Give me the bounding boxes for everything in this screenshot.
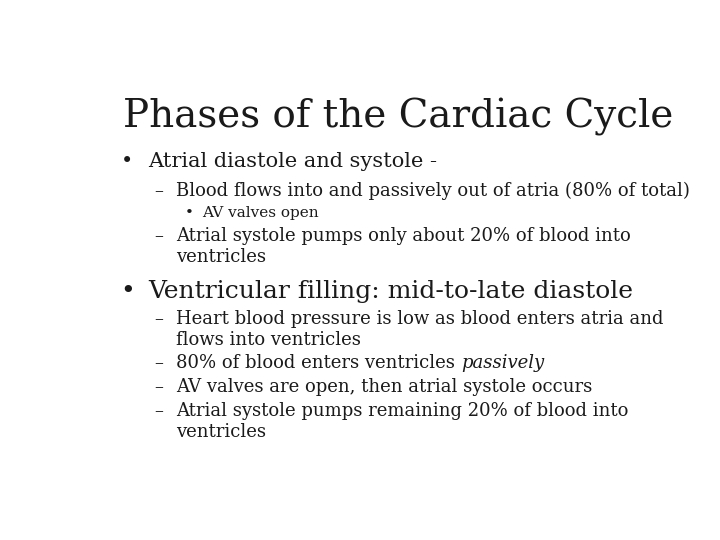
Text: Blood flows into and passively out of atria (80% of total): Blood flows into and passively out of at… <box>176 182 690 200</box>
Text: –: – <box>154 354 163 372</box>
Text: Atrial diastole and systole -: Atrial diastole and systole - <box>148 152 438 171</box>
Text: passively: passively <box>461 354 544 372</box>
Text: Heart blood pressure is low as blood enters atria and
flows into ventricles: Heart blood pressure is low as blood ent… <box>176 310 664 349</box>
Text: •: • <box>121 280 135 303</box>
Text: AV valves open: AV valves open <box>202 206 318 220</box>
Text: 80% of blood enters ventricles: 80% of blood enters ventricles <box>176 354 461 372</box>
Text: Phases of the Cardiac Cycle: Phases of the Cardiac Cycle <box>124 98 674 136</box>
Text: –: – <box>154 379 163 396</box>
Text: AV valves are open, then atrial systole occurs: AV valves are open, then atrial systole … <box>176 379 593 396</box>
Text: –: – <box>154 182 163 200</box>
Text: –: – <box>154 310 163 328</box>
Text: Ventricular filling: mid-to-late diastole: Ventricular filling: mid-to-late diastol… <box>148 280 634 303</box>
Text: •: • <box>121 152 133 171</box>
Text: Atrial systole pumps remaining 20% of blood into
ventricles: Atrial systole pumps remaining 20% of bl… <box>176 402 629 441</box>
Text: Atrial systole pumps only about 20% of blood into
ventricles: Atrial systole pumps only about 20% of b… <box>176 227 631 266</box>
Text: •: • <box>185 206 194 220</box>
Text: –: – <box>154 402 163 421</box>
Text: –: – <box>154 227 163 245</box>
